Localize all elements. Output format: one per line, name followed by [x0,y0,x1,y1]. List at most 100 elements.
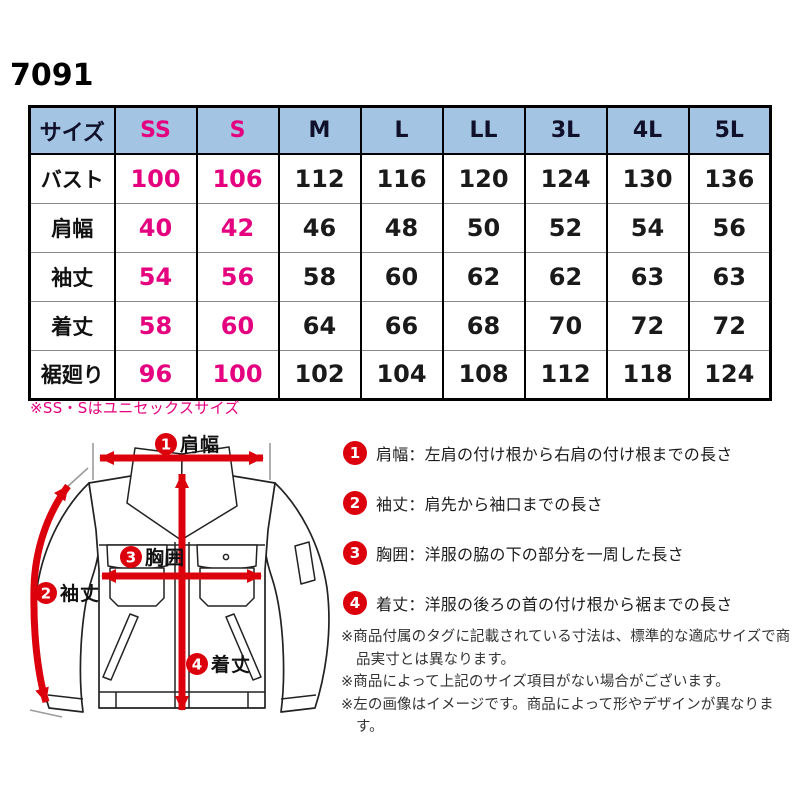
badge-2-icon [35,582,57,604]
diagram-label-sleeve: 2 袖丈 [35,582,100,605]
jacket-right-sleeve [264,482,330,713]
size-cell: 100 [195,349,280,399]
badge-1-icon [155,433,177,455]
legend-number-badge: 2 [343,491,367,515]
legend-item: 1 肩幅：左肩の付け根から右肩の付け根までの長さ [343,441,799,465]
size-cell: 72 [687,300,772,350]
table-row: 肩幅 40 42 46 48 50 52 54 56 [28,202,772,252]
sleeve-guide-top [65,467,89,489]
measurement-legend: 1 肩幅：左肩の付け根から右肩の付け根までの長さ 2 袖丈：肩先から袖口までの長さ 3 胸… [343,441,799,641]
size-cell: 58 [277,251,362,301]
svg-text:袖丈: 袖丈 [60,582,100,605]
right-cuff-line [280,694,317,700]
col-header-3L: 3L [523,106,608,155]
legend-text: 着丈：洋服の後ろの首の付け根から裾までの長さ [376,595,733,614]
disclaimer-note: ※商品付属のタグに記載されている寸法は、標準的な適応サイズで商品実寸とは異なりま… [341,629,791,668]
size-table-body: バスト 100 106 112 116 120 124 130 136 肩幅 40 42 46 48 50 5… [28,154,772,399]
disclaimer-notes: ※商品付属のタグに記載されている寸法は、標準的な適応サイズで商品実寸とは異なりま… [341,626,799,739]
col-header-SS: SS [113,106,198,155]
diagram-label-shoulder: 1 肩幅 [155,433,220,456]
legend-item: 4 着丈：洋服の後ろの首の付け根から裾までの長さ [343,591,799,615]
row-label: 袖丈 [28,251,116,301]
size-table: サイズ SS S M L LL 3L 4L 5L バスト 100 106 112 116 120 124 13… [28,105,772,401]
col-header-4L: 4L [605,106,690,155]
size-cell: 50 [441,202,526,252]
table-row: バスト 100 106 112 116 120 124 130 136 [28,154,772,203]
sleeve-guide-bottom [29,709,63,718]
size-cell: 48 [359,202,444,252]
row-label: バスト [28,154,116,203]
col-header-L: L [359,106,444,155]
svg-text:着丈: 着丈 [211,653,251,676]
size-cell: 118 [605,349,690,399]
size-cell: 56 [687,202,772,252]
legend-text: 肩幅：左肩の付け根から右肩の付け根までの長さ [376,445,733,464]
size-cell: 63 [605,251,690,301]
svg-text:4: 4 [192,656,202,674]
row-label: 肩幅 [28,202,116,252]
size-cell: 52 [523,202,608,252]
size-cell: 130 [605,154,690,203]
size-table-header: サイズ SS S M L LL 3L 4L 5L [28,106,772,155]
row-label: 裾廻り [28,349,116,399]
size-cell: 58 [113,300,198,350]
legend-number-badge: 1 [343,441,367,465]
size-cell: 102 [277,349,362,399]
size-cell: 72 [605,300,690,350]
size-cell: 60 [359,251,444,301]
size-cell: 66 [359,300,444,350]
size-cell: 116 [359,154,444,203]
size-cell: 40 [113,202,198,252]
header-row: サイズ SS S M L LL 3L 4L 5L [28,106,772,155]
col-header-LL: LL [441,106,526,155]
legend-item: 3 胸囲：洋服の脇の下の部分を一周した長さ [343,541,799,565]
diagram-label-length: 4 着丈 [186,653,251,676]
size-cell: 136 [687,154,772,203]
size-cell: 112 [277,154,362,203]
table-row: 着丈 58 60 64 66 68 70 72 72 [28,300,772,350]
size-cell: 54 [113,251,198,301]
pocket-button [222,553,230,561]
size-cell: 54 [605,202,690,252]
col-header-M: M [277,106,362,155]
size-cell: 70 [523,300,608,350]
table-row: 裾廻り 96 100 102 104 108 112 118 124 [28,349,772,399]
legend-text: 袖丈：肩先から袖口までの長さ [376,495,603,514]
legend-item: 2 袖丈：肩先から袖口までの長さ [343,491,799,515]
disclaimer-note: ※左の画像はイメージです。商品によって形やデザインが異なります。 [341,696,774,736]
col-header-S: S [195,106,280,155]
size-cell: 56 [195,251,280,301]
size-cell: 62 [523,251,608,301]
right-slant-pocket [225,613,262,681]
col-header-5L: 5L [687,106,772,155]
sleeve-length-arrow [30,483,71,703]
diagram-label-chest: 3 胸囲 [120,546,185,569]
size-cell: 96 [113,349,198,399]
size-cell: 124 [687,349,772,399]
size-cell: 106 [195,154,280,203]
legend-number-badge: 4 [343,591,367,615]
svg-text:胸囲: 胸囲 [145,546,185,569]
size-cell: 42 [195,202,280,252]
legend-text: 胸囲：洋服の脇の下の部分を一周した長さ [376,545,684,564]
size-label-header: サイズ [28,106,116,155]
badge-4-icon [186,653,208,675]
disclaimer-note: ※商品によって上記のサイズ項目がない場合がございます。 [341,674,730,690]
size-cell: 112 [523,349,608,399]
size-cell: 62 [441,251,526,301]
size-cell: 60 [195,300,280,350]
size-cell: 46 [277,202,362,252]
svg-text:3: 3 [126,549,136,567]
size-cell: 68 [441,300,526,350]
legend-number-badge: 3 [343,541,367,565]
size-cell: 124 [523,154,608,203]
size-cell: 108 [441,349,526,399]
product-code: 7091 [10,58,94,93]
size-cell: 63 [687,251,772,301]
size-cell: 100 [113,154,198,203]
unisex-size-note: ※SS・Sはユニセックスサイズ [30,399,240,417]
row-label: 着丈 [28,300,116,350]
size-cell: 120 [441,154,526,203]
jacket-diagram-svg: 1 肩幅 2 袖丈 3 胸囲 4 着丈 [29,433,330,718]
svg-text:肩幅: 肩幅 [180,433,220,456]
